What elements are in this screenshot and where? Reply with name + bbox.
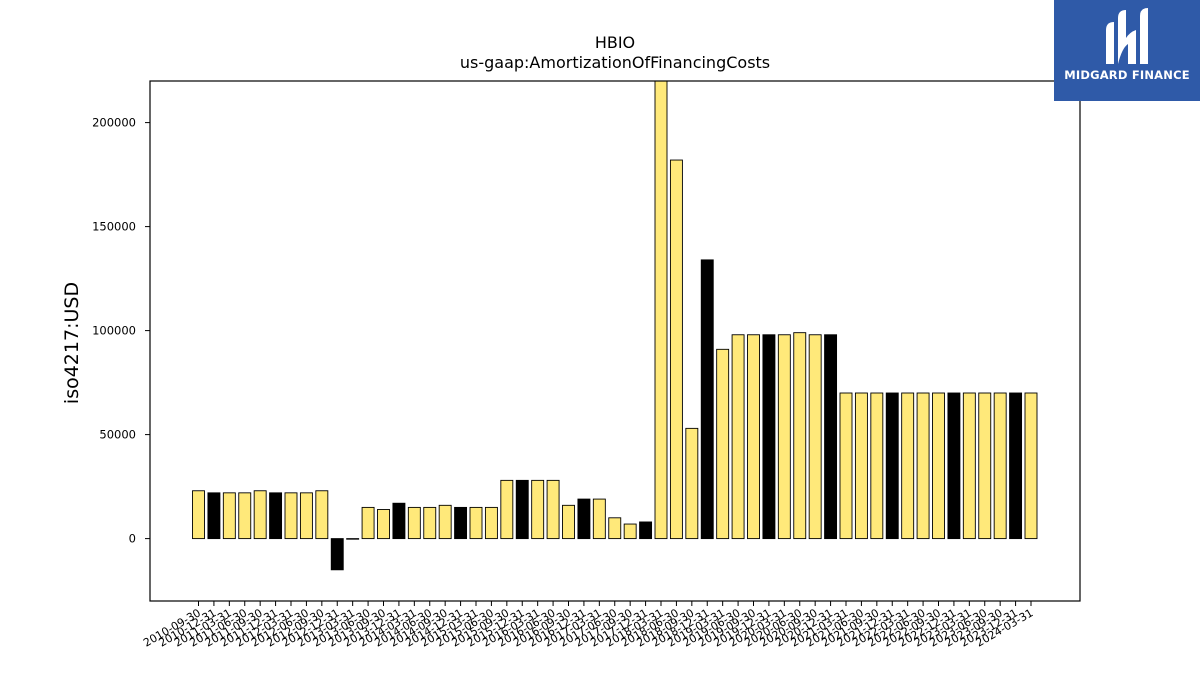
bar-2014-03-31 (407, 506, 421, 540)
bar-2012-09-30 (315, 490, 329, 540)
plot-frame (149, 80, 1081, 602)
y-tick-label: 0 (129, 532, 136, 546)
bar-2021-12-31 (885, 392, 899, 540)
bar-2012-12-31 (330, 538, 344, 571)
bar-2013-03-31 (346, 538, 360, 540)
bar-2012-06-30 (299, 492, 313, 540)
bar-2017-06-30 (608, 517, 622, 540)
bar-2018-03-31 (654, 80, 668, 540)
bar-2020-09-30 (808, 334, 822, 540)
bar-2016-06-30 (546, 479, 560, 540)
bar-2016-12-31 (577, 498, 591, 540)
bar-2024-03-31 (1024, 392, 1038, 540)
bar-2017-12-31 (639, 521, 653, 540)
chart-subtitle: us-gaap:AmortizationOfFinancingCosts (460, 53, 770, 72)
bar-2014-06-30 (423, 506, 437, 540)
y-tick-label: 100000 (92, 324, 136, 338)
bar-2018-12-31 (700, 259, 714, 540)
bar-2015-12-31 (515, 479, 529, 540)
bar-2016-03-31 (531, 479, 545, 540)
bar-2020-12-31 (824, 334, 838, 540)
bar-2013-12-31 (392, 502, 406, 540)
bar-2019-12-31 (762, 334, 776, 540)
bar-2023-06-30 (978, 392, 992, 540)
bars-group (192, 80, 1038, 571)
bar-2023-03-31 (962, 392, 976, 540)
bar-2013-06-30 (361, 506, 375, 540)
y-tick-label: 150000 (92, 220, 136, 234)
bar-2019-06-30 (731, 334, 745, 540)
bar-2022-06-30 (916, 392, 930, 540)
y-axis-label: iso4217:USD (61, 282, 83, 404)
bar-2023-09-30 (993, 392, 1007, 540)
bar-2018-09-30 (685, 427, 699, 540)
bar-2019-09-30 (747, 334, 760, 540)
bar-2022-03-31 (901, 392, 915, 540)
bar-2010-09-30 (192, 490, 205, 540)
y-tick-label: 200000 (92, 116, 136, 130)
y-ticks-group: 0 50000 100000 150000 200000 (92, 116, 150, 546)
bar-2015-03-31 (469, 506, 483, 540)
bar-2011-03-31 (222, 492, 236, 540)
bar-2017-09-30 (623, 523, 637, 540)
bar-2019-03-31 (716, 348, 730, 540)
bar-2015-06-30 (484, 506, 498, 540)
bar-2014-12-31 (454, 506, 468, 540)
bar-2010-12-31 (207, 492, 221, 540)
bar-2020-03-31 (777, 334, 791, 540)
bar-2022-12-31 (947, 392, 961, 540)
bar-2021-03-31 (839, 392, 853, 540)
bar-2021-09-30 (870, 392, 884, 540)
midgard-finance-logo: MIDGARD FINANCE (1054, 0, 1200, 101)
bar-2016-09-30 (562, 504, 575, 540)
y-tick-label: 50000 (99, 428, 136, 442)
midgard-logo-icon (1106, 8, 1148, 64)
bar-2018-06-30 (669, 159, 683, 540)
logo-wordmark: MIDGARD FINANCE (1064, 68, 1190, 82)
chart-title: HBIO (595, 33, 635, 52)
bar-2012-03-31 (284, 492, 298, 540)
bar-2011-09-30 (253, 490, 267, 540)
bar-2021-06-30 (854, 392, 868, 540)
bar-2011-12-31 (269, 492, 283, 540)
bar-2020-06-30 (793, 332, 807, 540)
bar-2017-03-31 (592, 498, 606, 540)
bar-2014-09-30 (438, 504, 452, 540)
bar-2022-09-30 (932, 392, 945, 540)
bar-2015-09-30 (500, 479, 514, 540)
x-ticks-group: 2010-09-302010-12-312011-03-312011-06-30… (141, 601, 1036, 650)
bar-2023-12-31 (1009, 392, 1023, 540)
bar-2011-06-30 (238, 492, 252, 540)
bar-2013-09-30 (377, 509, 390, 540)
